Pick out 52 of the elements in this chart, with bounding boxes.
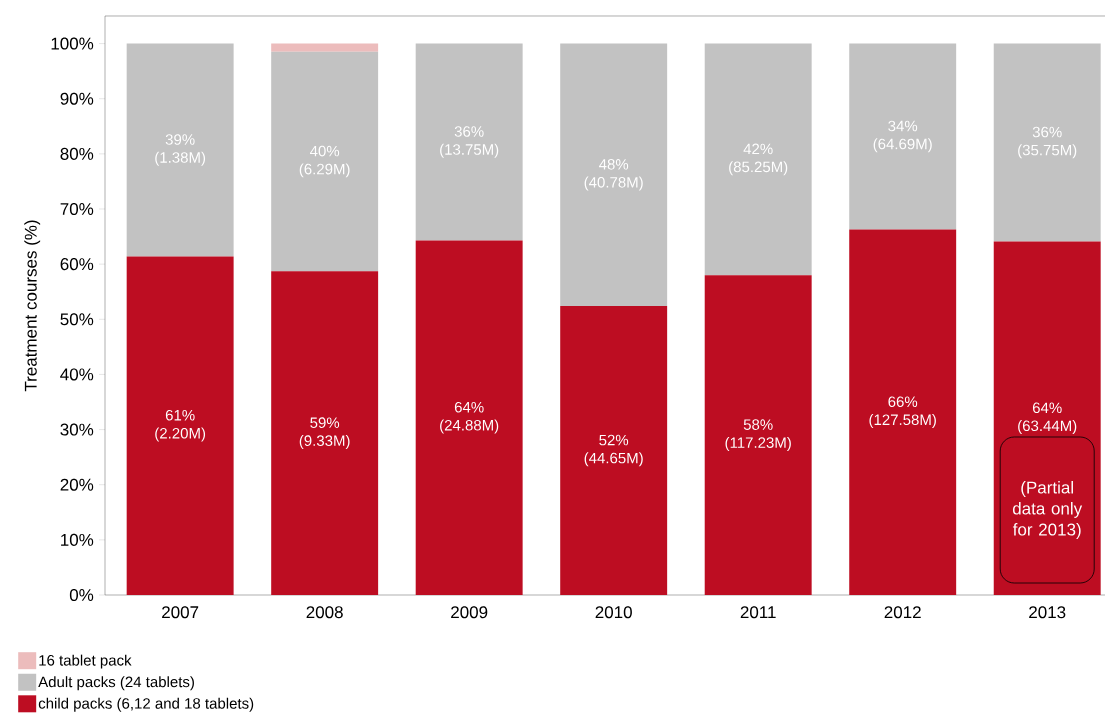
y-tick-label: 90% <box>60 92 94 105</box>
bar <box>849 229 957 595</box>
y-tick-label: 10% <box>61 533 94 546</box>
x-tick-label: 2009 <box>451 606 488 619</box>
y-tick-label: 40% <box>60 368 94 381</box>
y-tick-label: 60% <box>60 258 94 271</box>
x-tick-label: 2012 <box>884 606 921 619</box>
data-label: 61% (2.20M) <box>155 409 206 442</box>
y-tick-label: 0% <box>69 588 94 602</box>
legend-label: Adult packs (24 tablets) <box>38 676 194 691</box>
bar <box>126 256 234 595</box>
bar <box>271 43 379 52</box>
bar <box>415 43 523 241</box>
bar <box>271 271 379 595</box>
data-label: 52% (44.65M) <box>584 434 643 467</box>
legend-label: 16 tablet pack <box>39 654 132 669</box>
data-label: 36% (35.75M) <box>1018 126 1077 159</box>
y-tick-label: 20% <box>60 478 94 491</box>
data-label: 42% (85.25M) <box>729 143 788 176</box>
data-label: 48% (40.78M) <box>584 159 643 191</box>
legend-label: child packs (6,12 and 18 tablets) <box>38 697 254 712</box>
bar <box>704 275 812 595</box>
bar <box>126 43 234 257</box>
data-label: 40% (6.29M) <box>299 145 350 178</box>
data-label: 58% (117.23M) <box>725 419 791 451</box>
bar <box>993 241 1101 595</box>
x-tick-label: 2013 <box>1029 606 1066 619</box>
bar <box>560 306 668 595</box>
data-label: 39% (1.38M) <box>155 134 206 166</box>
data-label: 59% (9.33M) <box>299 417 350 449</box>
data-label: 34% (64.69M) <box>873 120 932 153</box>
bar <box>993 43 1101 242</box>
y-tick-label: 30% <box>60 423 94 436</box>
x-tick-label: 2008 <box>306 606 343 619</box>
bar <box>271 51 379 272</box>
y-axis-title: Treatment courses (%) <box>24 220 41 392</box>
data-label: 64% (24.88M) <box>440 401 499 434</box>
y-tick-label: 100% <box>51 37 94 50</box>
bar <box>560 43 668 307</box>
x-tick-label: 2007 <box>162 606 199 619</box>
x-tick-label: 2010 <box>595 606 632 619</box>
data-label: 66% (127.58M) <box>869 396 936 428</box>
y-tick-label: 70% <box>60 202 94 216</box>
bar <box>849 43 957 230</box>
bar <box>704 43 812 276</box>
y-tick-label: 80% <box>60 147 94 160</box>
x-tick-label: 2011 <box>740 606 776 619</box>
data-label: 64% (63.44M) <box>1018 402 1077 435</box>
data-label: 36% (13.75M) <box>440 126 499 158</box>
annotation: (Partial data only for 2013) <box>1012 481 1083 539</box>
y-tick-label: 50% <box>60 313 94 326</box>
bar <box>415 240 523 595</box>
